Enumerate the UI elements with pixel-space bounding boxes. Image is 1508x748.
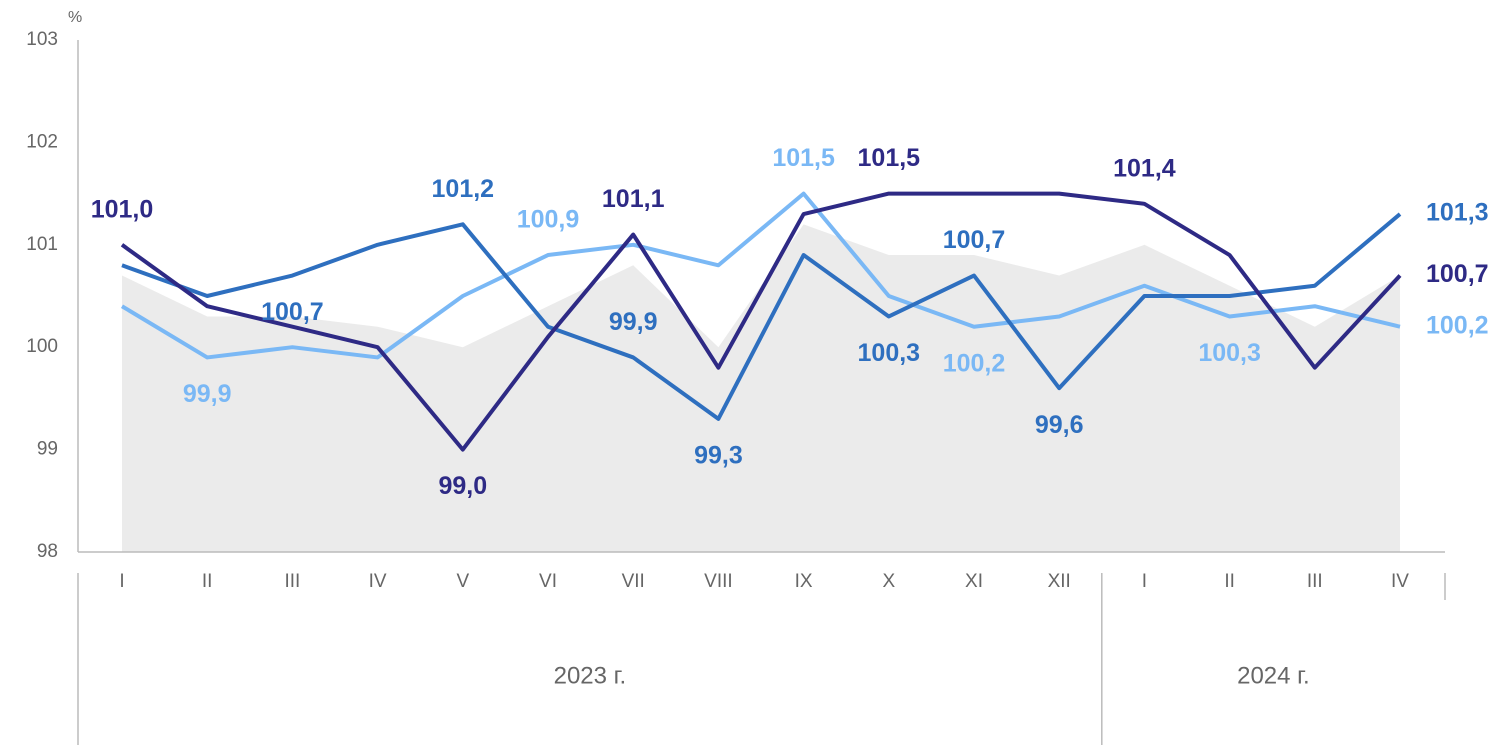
x-tick-label: II xyxy=(202,571,213,592)
data-label: 99,0 xyxy=(438,472,487,500)
data-label: 100,7 xyxy=(943,226,1006,254)
data-label: 99,6 xyxy=(1035,411,1084,439)
x-tick-label: III xyxy=(1307,571,1323,592)
data-label: 101,0 xyxy=(91,195,154,223)
data-label: 101,4 xyxy=(1113,154,1176,182)
data-label: 100,7 xyxy=(1426,260,1489,288)
y-tick-label: 102 xyxy=(26,131,58,152)
x-tick-label: IV xyxy=(1391,571,1409,592)
data-label: 101,3 xyxy=(1426,199,1489,227)
y-unit: % xyxy=(68,9,82,26)
data-label: 101,2 xyxy=(432,175,495,203)
data-label: 100,2 xyxy=(1426,311,1489,339)
x-tick-label: XII xyxy=(1048,571,1071,592)
y-tick-label: 100 xyxy=(26,336,58,357)
x-tick-label: V xyxy=(456,571,469,592)
group-label: 2024 г. xyxy=(1237,662,1310,689)
x-tick-label: VI xyxy=(539,571,557,592)
data-label: 101,5 xyxy=(858,144,921,172)
series-line xyxy=(120,191,1402,452)
x-tick-label: VIII xyxy=(704,571,733,592)
x-tick-label: II xyxy=(1224,571,1235,592)
data-label: 99,3 xyxy=(694,441,743,469)
data-label: 99,9 xyxy=(183,380,232,408)
data-label: 100,9 xyxy=(517,206,580,234)
data-label: 100,7 xyxy=(261,298,324,326)
x-tick-label: I xyxy=(1142,571,1147,592)
x-tick-label: III xyxy=(284,571,300,592)
data-label: 101,1 xyxy=(602,185,665,213)
y-tick-label: 98 xyxy=(37,541,58,562)
data-label: 100,3 xyxy=(858,339,921,367)
x-tick-label: IV xyxy=(369,571,387,592)
x-tick-label: IX xyxy=(795,571,813,592)
data-label: 100,2 xyxy=(943,349,1006,377)
series-line xyxy=(120,191,1401,360)
area xyxy=(122,224,1400,552)
y-tick-label: 99 xyxy=(37,439,58,460)
x-tick-label: VII xyxy=(622,571,645,592)
y-tick-label: 101 xyxy=(26,234,58,255)
x-tick-label: X xyxy=(882,571,895,592)
x-tick-label: I xyxy=(119,571,124,592)
series-line xyxy=(121,212,1402,421)
y-tick-label: 103 xyxy=(26,29,58,50)
group-label: 2023 г. xyxy=(554,662,627,689)
data-label: 101,5 xyxy=(772,144,835,172)
data-label: 99,9 xyxy=(609,308,658,336)
x-tick-label: XI xyxy=(965,571,983,592)
data-label: 100,3 xyxy=(1198,339,1261,367)
